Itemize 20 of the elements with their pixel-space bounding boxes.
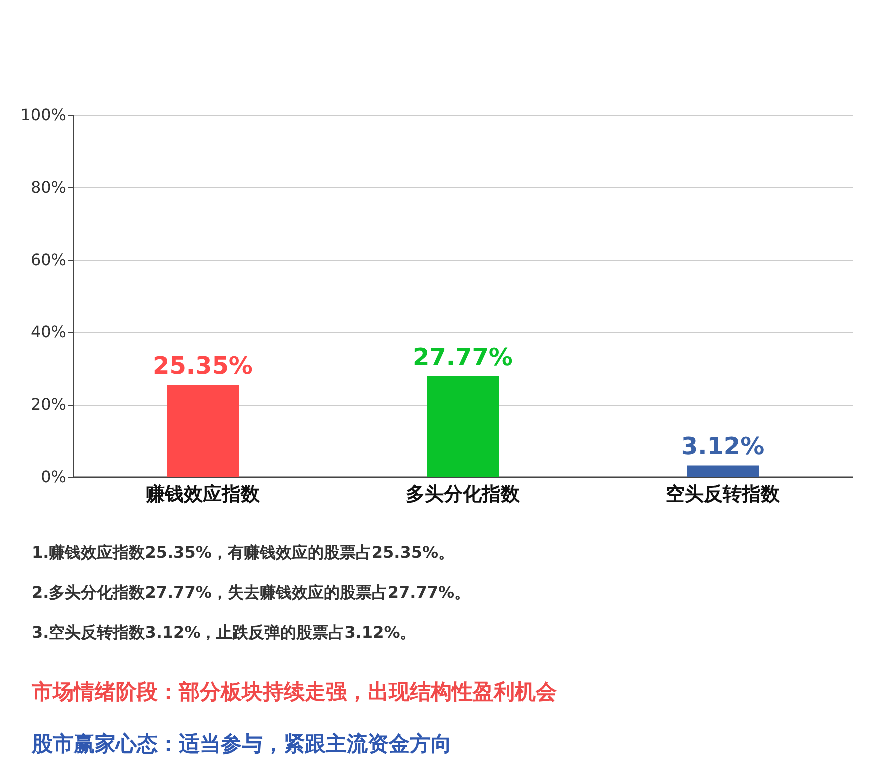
y-tick-label: 40% bbox=[30, 322, 66, 342]
y-tick-label: 100% bbox=[20, 106, 66, 124]
data-label: 27.77% bbox=[413, 343, 513, 372]
bar bbox=[687, 466, 759, 477]
text: 股市赢家心态：适当参与，紧跟主流资金方向 bbox=[32, 731, 453, 758]
text: 市场情绪阶段：部分板块持续走强，出现结构性盈利机会 bbox=[32, 679, 558, 706]
x-tick-label: 多头分化指数 bbox=[406, 484, 521, 506]
y-tick-label: 80% bbox=[30, 178, 66, 197]
x-tick-label: 赚钱效应指数 bbox=[145, 484, 261, 506]
y-tick-label: 0% bbox=[41, 468, 66, 486]
y-tick-label: 60% bbox=[30, 250, 66, 270]
text: 3.空头反转指数3.12%，止跌反弹的股票占3.12%。 bbox=[32, 622, 418, 644]
bar bbox=[427, 376, 499, 477]
y-tick-label: 20% bbox=[30, 395, 66, 414]
data-label: 3.12% bbox=[681, 432, 765, 461]
text: 2.多头分化指数27.77%，失去赚钱效应的股票占27.77%。 bbox=[32, 582, 472, 604]
bar bbox=[167, 385, 239, 477]
text: 1.赚钱效应指数25.35%，有赚钱效应的股票占25.35%。 bbox=[32, 542, 456, 564]
data-label: 25.35% bbox=[153, 352, 253, 380]
x-tick-label: 空头反转指数 bbox=[666, 484, 781, 506]
